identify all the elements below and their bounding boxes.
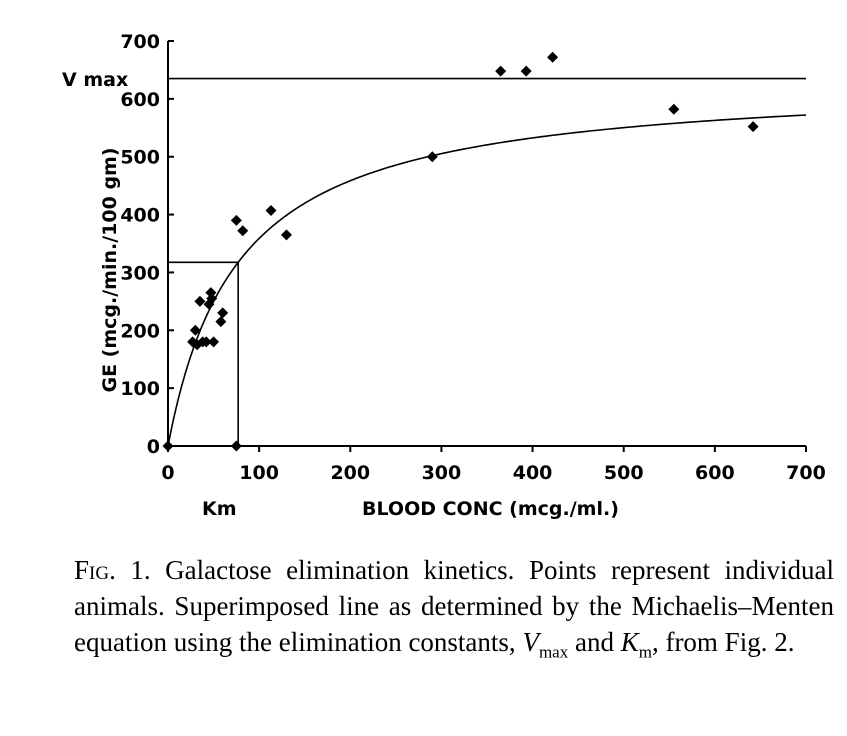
x-axis-label: BLOOD CONC (mcg./ml.): [362, 498, 619, 520]
data-point: [265, 205, 277, 217]
km-label: Km: [202, 498, 237, 520]
caption-text-2: and: [568, 627, 621, 657]
data-point: [217, 307, 229, 319]
x-tick-label: 300: [422, 462, 462, 484]
data-point: [200, 336, 212, 348]
figure-caption: Fig. 1. Galactose elimination kinetics. …: [74, 552, 834, 660]
plot-layer: [167, 41, 807, 447]
points-layer: [162, 51, 759, 452]
x-tick-label: 700: [786, 462, 826, 484]
y-tick-label: 600: [120, 89, 160, 111]
y-tick-label: 300: [120, 262, 160, 284]
ticks-layer: 0 100 200 300 400 500 600 700 0 100 200 300 400 500 60…: [120, 31, 826, 484]
data-point: [206, 292, 218, 304]
y-tick-label: 500: [120, 147, 160, 169]
x-tick-label: 100: [239, 462, 279, 484]
y-tick-label: 100: [120, 378, 160, 400]
caption-vmax-sub: max: [538, 642, 569, 662]
data-point: [237, 225, 249, 237]
data-point: [520, 65, 532, 77]
x-tick-label: 0: [161, 462, 174, 484]
y-tick-label: 0: [147, 436, 160, 458]
data-point: [495, 65, 507, 77]
y-tick-label: 200: [120, 320, 160, 342]
chart: 0 100 200 300 400 500 600 700 0 100 200 300 400 500 60…: [62, 31, 826, 520]
x-tick-label: 200: [330, 462, 370, 484]
x-tick-label: 600: [695, 462, 735, 484]
data-point: [280, 229, 292, 241]
caption-km-symbol: K: [620, 627, 639, 657]
vmax-label: V max: [62, 69, 128, 91]
y-axis-label: GE (mcg./min./100 gm): [99, 147, 121, 392]
caption-km-sub: m: [638, 642, 652, 662]
caption-fig-label: Fig. 1.: [74, 555, 151, 585]
data-point: [426, 151, 438, 163]
data-point: [208, 336, 220, 348]
data-point: [547, 51, 559, 63]
michaelis-menten-curve: [167, 114, 807, 447]
data-point: [189, 324, 201, 336]
km-guide-lines: [168, 261, 239, 446]
data-point: [747, 121, 759, 133]
data-point: [668, 103, 680, 115]
data-point: [194, 295, 206, 307]
caption-vmax-symbol: V: [522, 627, 539, 657]
data-point: [230, 440, 242, 452]
data-point: [215, 316, 227, 328]
caption-text-1: Galactose elimination kinetics. Points r…: [74, 555, 834, 657]
y-tick-label: 400: [120, 205, 160, 227]
caption-text-3: , from Fig. 2.: [651, 627, 795, 657]
y-tick-label: 700: [120, 31, 160, 53]
x-tick-label: 400: [513, 462, 553, 484]
x-tick-label: 500: [604, 462, 644, 484]
data-point: [230, 214, 242, 226]
